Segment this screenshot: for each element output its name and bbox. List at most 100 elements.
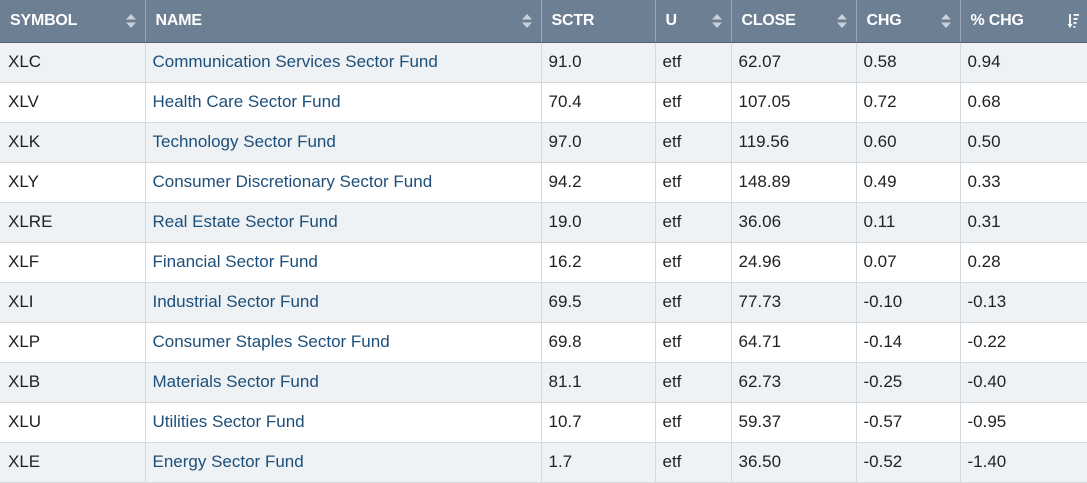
column-header-symbol[interactable]: SYMBOL [0, 0, 146, 43]
symbol-cell[interactable]: XLC [0, 42, 146, 83]
universe-cell: etf [655, 82, 732, 123]
percent-change-cell: 0.68 [960, 82, 1087, 123]
symbol-cell[interactable]: XLY [0, 162, 146, 203]
fund-name-link[interactable]: Consumer Staples Sector Fund [145, 322, 542, 363]
close-cell: 148.89 [731, 162, 857, 203]
fund-name-link[interactable]: Consumer Discretionary Sector Fund [145, 162, 542, 203]
table-row[interactable]: XLE Energy Sector Fund 1.7 etf 36.50 -0.52 -1.… [0, 442, 1087, 483]
sctr-cell: 10.7 [541, 402, 656, 443]
close-cell: 62.73 [731, 362, 857, 403]
table-row[interactable]: XLB Materials Sector Fund 81.1 etf 62.73 -0.2… [0, 362, 1087, 403]
table-header-row: SYMBOL NAME SCTR U CLOSE CHG % CHG [0, 0, 1087, 43]
symbol-cell[interactable]: XLK [0, 122, 146, 163]
sctr-cell: 19.0 [541, 202, 656, 243]
percent-change-cell: -1.40 [960, 442, 1087, 483]
sort-both-icon[interactable] [940, 12, 952, 30]
table-row[interactable]: XLF Financial Sector Fund 16.2 etf 24.96 0.07… [0, 242, 1087, 283]
sctr-cell: 69.5 [541, 282, 656, 323]
change-cell: -0.10 [856, 282, 961, 323]
sctr-cell: 69.8 [541, 322, 656, 363]
column-header-label: NAME [155, 11, 203, 29]
percent-change-cell: -0.22 [960, 322, 1087, 363]
symbol-cell[interactable]: XLI [0, 282, 146, 323]
change-cell: -0.14 [856, 322, 961, 363]
fund-name-link[interactable]: Health Care Sector Fund [145, 82, 542, 123]
change-cell: 0.58 [856, 42, 961, 83]
percent-change-cell: 0.33 [960, 162, 1087, 203]
symbol-cell[interactable]: XLE [0, 442, 146, 483]
close-cell: 62.07 [731, 42, 857, 83]
percent-change-cell: -0.95 [960, 402, 1087, 443]
column-header-label: CLOSE [741, 11, 796, 29]
change-cell: 0.11 [856, 202, 961, 243]
sort-both-icon[interactable] [125, 12, 137, 30]
table-body: XLC Communication Services Sector Fund 91.… [0, 42, 1087, 483]
close-cell: 107.05 [731, 82, 857, 123]
change-cell: -0.25 [856, 362, 961, 403]
sctr-cell: 1.7 [541, 442, 656, 483]
fund-name-link[interactable]: Utilities Sector Fund [145, 402, 542, 443]
close-cell: 64.71 [731, 322, 857, 363]
sctr-cell: 94.2 [541, 162, 656, 203]
column-header-sctr[interactable]: SCTR [541, 0, 656, 43]
universe-cell: etf [655, 122, 732, 163]
universe-cell: etf [655, 402, 732, 443]
column-header-label: U [665, 11, 678, 29]
sctr-cell: 70.4 [541, 82, 656, 123]
symbol-cell[interactable]: XLU [0, 402, 146, 443]
close-cell: 59.37 [731, 402, 857, 443]
percent-change-cell: 0.94 [960, 42, 1087, 83]
change-cell: 0.49 [856, 162, 961, 203]
percent-change-cell: 0.50 [960, 122, 1087, 163]
table-row[interactable]: XLY Consumer Discretionary Sector Fund 94.… [0, 162, 1087, 203]
sctr-cell: 91.0 [541, 42, 656, 83]
change-cell: -0.52 [856, 442, 961, 483]
change-cell: 0.60 [856, 122, 961, 163]
change-cell: 0.72 [856, 82, 961, 123]
column-header-label: % CHG [970, 11, 1024, 29]
table-row[interactable]: XLK Technology Sector Fund 97.0 etf 119.56 0.… [0, 122, 1087, 163]
symbol-cell[interactable]: XLB [0, 362, 146, 403]
fund-name-link[interactable]: Materials Sector Fund [145, 362, 542, 403]
column-header-label: CHG [866, 11, 902, 29]
change-cell: -0.57 [856, 402, 961, 443]
universe-cell: etf [655, 162, 732, 203]
universe-cell: etf [655, 202, 732, 243]
universe-cell: etf [655, 42, 732, 83]
symbol-cell[interactable]: XLRE [0, 202, 146, 243]
column-header-chg[interactable]: CHG [856, 0, 961, 43]
fund-name-link[interactable]: Communication Services Sector Fund [145, 42, 542, 83]
close-cell: 36.06 [731, 202, 857, 243]
universe-cell: etf [655, 322, 732, 363]
fund-name-link[interactable]: Technology Sector Fund [145, 122, 542, 163]
sort-both-icon[interactable] [711, 12, 723, 30]
sort-both-icon[interactable] [836, 12, 848, 30]
close-cell: 24.96 [731, 242, 857, 283]
symbol-cell[interactable]: XLV [0, 82, 146, 123]
column-header-name[interactable]: NAME [145, 0, 542, 43]
fund-name-link[interactable]: Financial Sector Fund [145, 242, 542, 283]
sort-descending-icon[interactable] [1067, 12, 1079, 30]
column-header-close[interactable]: CLOSE [731, 0, 857, 43]
table-row[interactable]: XLRE Real Estate Sector Fund 19.0 etf 36.06 0… [0, 202, 1087, 243]
close-cell: 77.73 [731, 282, 857, 323]
fund-name-link[interactable]: Real Estate Sector Fund [145, 202, 542, 243]
symbol-cell[interactable]: XLP [0, 322, 146, 363]
universe-cell: etf [655, 242, 732, 283]
fund-name-link[interactable]: Industrial Sector Fund [145, 282, 542, 323]
table-row[interactable]: XLU Utilities Sector Fund 10.7 etf 59.37 -0.5… [0, 402, 1087, 443]
fund-name-link[interactable]: Energy Sector Fund [145, 442, 542, 483]
table-row[interactable]: XLV Health Care Sector Fund 70.4 etf 107.05 0… [0, 82, 1087, 123]
table-row[interactable]: XLP Consumer Staples Sector Fund 69.8 etf 64… [0, 322, 1087, 363]
column-header-u[interactable]: U [655, 0, 732, 43]
table-row[interactable]: XLC Communication Services Sector Fund 91.… [0, 42, 1087, 83]
symbol-cell[interactable]: XLF [0, 242, 146, 283]
percent-change-cell: 0.28 [960, 242, 1087, 283]
column-header-chg[interactable]: % CHG [960, 0, 1087, 43]
sort-both-icon[interactable] [521, 12, 533, 30]
column-header-label: SYMBOL [10, 11, 78, 29]
column-header-label: SCTR [551, 11, 595, 29]
universe-cell: etf [655, 362, 732, 403]
table-row[interactable]: XLI Industrial Sector Fund 69.5 etf 77.73 -0.… [0, 282, 1087, 323]
